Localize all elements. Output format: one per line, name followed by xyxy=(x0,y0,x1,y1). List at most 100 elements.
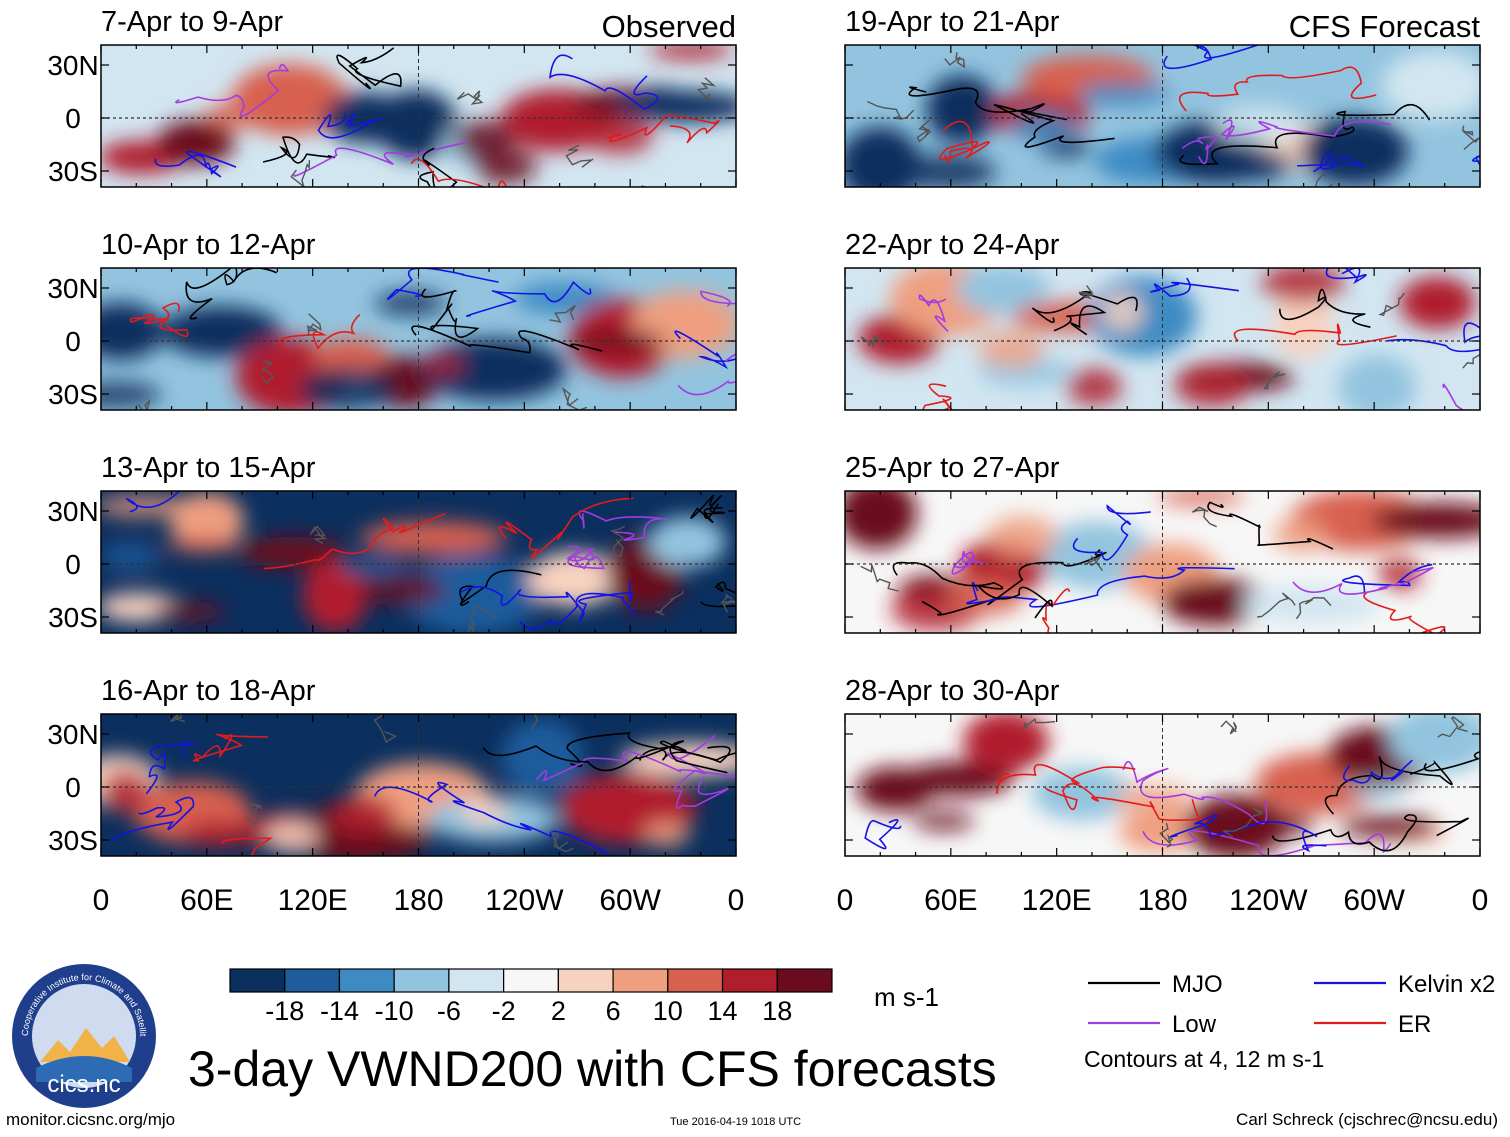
vwnd-anomaly-blob xyxy=(101,382,162,408)
contour-note: Contours at 4, 12 m s-1 xyxy=(1084,1046,1325,1072)
coastline xyxy=(373,714,398,744)
colorbar-label: -14 xyxy=(320,996,359,1026)
legend-label: MJO xyxy=(1172,971,1223,998)
coastline xyxy=(1191,506,1217,528)
vwnd-anomaly-blob xyxy=(422,354,465,376)
coastline xyxy=(860,564,899,592)
contour-line xyxy=(221,837,273,856)
contour-line xyxy=(566,545,605,570)
y-tick-label: 30N xyxy=(47,719,98,750)
vwnd-anomaly-blob xyxy=(1377,558,1423,591)
x-tick-label: 60W xyxy=(1343,884,1405,917)
vwnd-anomaly-blob xyxy=(501,719,584,796)
vwnd-anomaly-blob xyxy=(337,556,408,576)
contour-line xyxy=(921,548,1107,616)
contour-line xyxy=(892,561,1053,619)
x-tick-label: 180 xyxy=(393,884,443,917)
colorbar-swatch xyxy=(612,968,669,993)
vwnd-anomaly-blob xyxy=(312,337,389,375)
contour-line xyxy=(700,290,736,362)
vwnd-anomaly-blob xyxy=(1211,148,1293,181)
footer-url: monitor.cicsnc.org/mjo xyxy=(6,1110,176,1129)
coastline xyxy=(246,803,263,826)
coastline xyxy=(1078,285,1094,300)
vwnd-anomaly-blob xyxy=(649,45,733,61)
vwnd-anomaly-blob xyxy=(153,601,226,622)
y-tick-label: 0 xyxy=(65,549,81,580)
contour-line xyxy=(1179,66,1377,112)
vwnd-anomaly-blob xyxy=(900,154,996,187)
contour-line xyxy=(908,86,1068,121)
legend-label: ER xyxy=(1398,1011,1431,1038)
x-tick-label: 180 xyxy=(1137,884,1187,917)
contour-line xyxy=(278,313,361,351)
column-header: Observed xyxy=(602,9,736,44)
cics-logo: Cooperative Institute for Climate and Sa… xyxy=(7,954,158,1110)
panel-date-label: 13-Apr to 15-Apr xyxy=(101,452,316,484)
colorbar-swatch xyxy=(338,968,395,993)
colorbar-label: -18 xyxy=(265,996,304,1026)
x-tick-label: 120W xyxy=(1229,884,1308,917)
vwnd-anomaly-blob xyxy=(359,521,507,554)
coastline xyxy=(170,714,186,723)
contour-line xyxy=(667,734,729,809)
contour-line xyxy=(1053,305,1107,336)
vwnd-anomaly-blob xyxy=(643,820,690,848)
panel-date-label: 16-Apr to 18-Apr xyxy=(101,675,316,707)
vwnd-anomaly-blob xyxy=(420,338,567,401)
x-tick-label: 0 xyxy=(1472,884,1489,917)
x-tick-label: 120W xyxy=(485,884,564,917)
contour-line xyxy=(1296,153,1364,173)
map-panel: 30N 0 30S 10-Apr to 12-Apr xyxy=(47,229,737,411)
coastline xyxy=(260,359,275,385)
vwnd-anomaly-blob xyxy=(167,536,240,553)
colorbar-label: 2 xyxy=(551,996,566,1026)
contour-line xyxy=(639,740,736,761)
vwnd-anomaly-blob xyxy=(1214,104,1302,145)
colorbar-label: -6 xyxy=(437,996,461,1026)
vwnd-anomaly-blob xyxy=(302,557,368,633)
coastline xyxy=(696,77,717,101)
vwnd-anomaly-blob xyxy=(264,818,319,854)
contour-line xyxy=(1150,277,1240,297)
contour-line xyxy=(1233,323,1397,346)
coastline xyxy=(1263,371,1286,390)
vwnd-anomaly-blob xyxy=(945,577,1024,616)
vwnd-anomaly-blob xyxy=(987,515,1059,559)
contour-line xyxy=(921,383,954,410)
contour-line xyxy=(387,268,499,300)
contour-line xyxy=(1325,268,1367,285)
map-panel: 22-Apr to 24-Apr xyxy=(844,229,1481,411)
coastline xyxy=(860,335,885,348)
contour-line xyxy=(1220,119,1391,141)
contour-line xyxy=(1169,814,1327,853)
logo-name: cics.nc xyxy=(47,1071,120,1098)
x-tick-label: 120E xyxy=(1022,884,1092,917)
vwnd-anomaly-blob xyxy=(1337,354,1417,410)
vwnd-anomaly-blob xyxy=(1399,276,1476,329)
panel-date-label: 25-Apr to 27-Apr xyxy=(845,452,1060,484)
legend: MJO Kelvin x2 Low ER xyxy=(1088,971,1495,1038)
colorbar-label: 10 xyxy=(653,996,683,1026)
contour-line xyxy=(293,141,467,177)
y-tick-label: 30N xyxy=(47,50,98,81)
coastline xyxy=(916,119,932,143)
x-tick-label: 60E xyxy=(924,884,977,917)
map-panel: 19-Apr to 21-Apr CFS Forecast xyxy=(844,6,1481,188)
coastline xyxy=(1022,717,1056,730)
vwnd-anomaly-blob xyxy=(913,811,975,832)
vwnd-anomaly-blob xyxy=(620,742,736,777)
coastline xyxy=(137,398,151,410)
vwnd-anomaly-blob xyxy=(403,554,543,633)
colorbar-swatch xyxy=(557,968,614,993)
coastline xyxy=(1257,592,1296,618)
coastline xyxy=(1437,716,1468,738)
column-header: CFS Forecast xyxy=(1289,9,1481,44)
contour-line xyxy=(125,491,181,513)
panel-date-label: 22-Apr to 24-Apr xyxy=(845,229,1060,261)
map-panel: 30N 0 30S 7-Apr to 9-Apr Observed xyxy=(47,6,737,188)
vwnd-anomaly-blob xyxy=(1066,368,1123,406)
y-tick-label: 30S xyxy=(48,825,98,856)
coastline xyxy=(641,185,649,187)
contour-line xyxy=(918,294,949,333)
